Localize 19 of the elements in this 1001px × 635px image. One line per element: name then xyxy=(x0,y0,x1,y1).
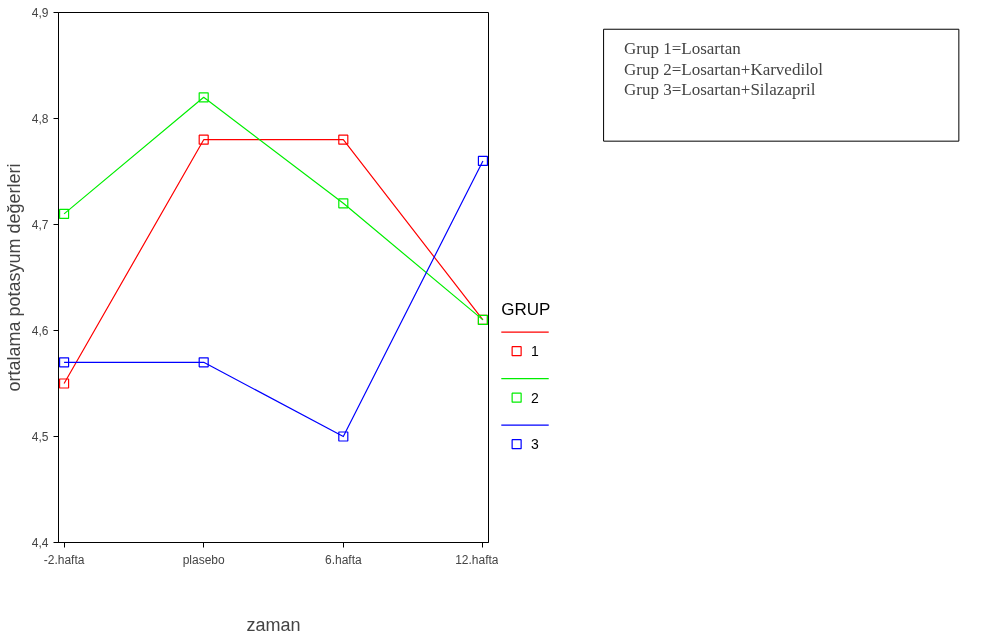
text: Grup 1=Losartan xyxy=(624,38,742,58)
legend-label: 1 xyxy=(531,343,540,360)
x-tick-label: 6.hafta xyxy=(324,552,362,567)
legend-title: GRUP xyxy=(501,300,551,320)
x-tick-label: plasebo xyxy=(182,552,226,567)
y-tick-label: 4,7 xyxy=(31,218,49,232)
legend-label: 3 xyxy=(531,436,540,453)
x-tick-label: 12.hafta xyxy=(455,552,499,567)
text: Grup 2=Losartan+Karvedilol xyxy=(624,59,824,79)
y-tick-label: 4,9 xyxy=(31,6,49,20)
x-axis-title: zaman xyxy=(246,614,301,635)
y-tick-label: 4,8 xyxy=(31,112,49,126)
x-tick-label: -2.hafta xyxy=(43,552,85,567)
legend-label: 2 xyxy=(531,389,540,406)
text: Grup 3=Losartan+Silazapril xyxy=(624,80,816,100)
y-tick-label: 4,5 xyxy=(31,430,49,444)
y-axis-title: ortalama potasyum değerleri xyxy=(3,163,24,392)
y-tick-label: 4,4 xyxy=(31,536,49,550)
y-tick-label: 4,6 xyxy=(31,324,49,338)
